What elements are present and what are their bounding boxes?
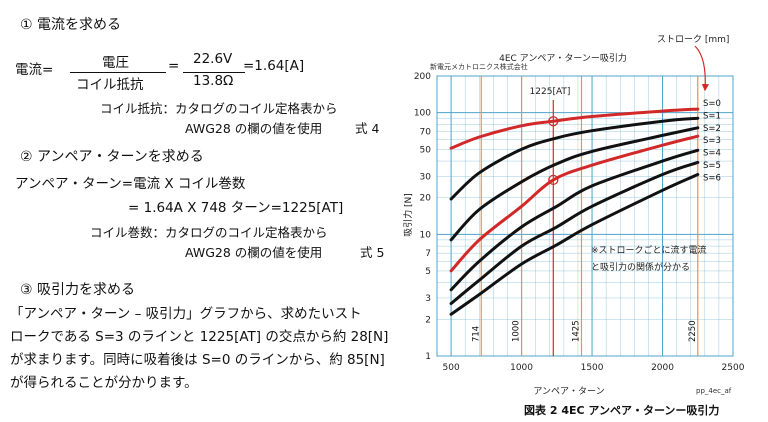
y-axis-label: 吸引力 [N] — [402, 193, 414, 237]
y-tick-label: 1 — [425, 352, 431, 362]
intersection-point — [548, 116, 559, 127]
fraction-bar — [70, 72, 166, 73]
x-tick-label: 2500 — [722, 363, 745, 373]
reference-line-label: 2250 — [688, 320, 698, 342]
chart-text: 4EC アンペア・ターンー吸引力 新電元メカトロニクス株式会社 ストローク [m… — [402, 34, 732, 417]
series-curve-s2 — [449, 126, 700, 242]
y-tick-label: 20 — [420, 194, 432, 204]
y-tick-label: 7 — [425, 249, 431, 259]
reference-line-label: 1000 — [512, 320, 522, 342]
x-tick-label: 1500 — [581, 363, 604, 373]
intersection-points — [548, 116, 559, 186]
paragraph-line-4: が得られることが分かります。 — [10, 375, 198, 391]
current-label: 電流= — [15, 62, 54, 78]
fraction-denominator-resistance: コイル抵抗 — [76, 77, 144, 93]
y-tick-label: 5 — [425, 267, 431, 277]
series-curve-s5 — [449, 160, 700, 305]
annotation-line-1: ※ストロークごとに流す電流 — [591, 244, 707, 256]
y-tick-label: 200 — [414, 72, 431, 82]
note2-line1: コイル巻数：カタログのコイル定格表から — [90, 225, 328, 240]
current-result: =1.64[A] — [243, 58, 305, 74]
series-label: S=3 — [703, 136, 721, 146]
reference-line-label: 1425 — [571, 320, 581, 342]
paragraph-line-2: ロークである S=3 のラインと 1225[AT] の交点から約 28[N] — [10, 329, 389, 345]
series-label: S=2 — [703, 124, 721, 134]
fraction-bar — [183, 72, 245, 73]
series-label: S=0 — [703, 99, 721, 109]
equals-sign: = — [168, 58, 180, 74]
step2-heading: ② アンペア・ターンを求める — [20, 149, 204, 165]
y-tick-label: 3 — [425, 294, 431, 304]
chart-maker: 新電元メカトロニクス株式会社 — [430, 62, 528, 71]
y-tick-label: 30 — [420, 172, 432, 182]
series-curve-s6 — [449, 173, 700, 316]
y-tick-label: 2 — [425, 315, 431, 325]
intersection-point — [548, 174, 559, 186]
reference-line-label: 714 — [471, 326, 481, 342]
annotation-line-2: と吸引力の関係が分かる — [591, 261, 690, 273]
equation-number-4: 式 4 — [355, 121, 380, 136]
x-axis-label: アンペア・ターン — [533, 386, 604, 397]
chart-file-id: pp_4ec_af — [696, 387, 732, 395]
x-tick-label: 2000 — [651, 363, 674, 373]
equation-number-5: 式 5 — [360, 245, 385, 260]
step1-heading: ① 電流を求める — [20, 17, 122, 33]
series-label: S=1 — [703, 111, 721, 121]
figure-caption: 図表 2 4EC アンペア・ターンー吸引力 — [524, 403, 719, 417]
stroke-arrow — [694, 45, 709, 92]
fraction-numerator-voltage: 電圧 — [102, 55, 129, 71]
paragraph-line-3: が求まります。同時に吸着後は S=0 のラインから、約 85[N] — [10, 352, 385, 368]
note1-line1: コイル抵抗：カタログのコイル定格表から — [100, 101, 338, 116]
ampere-turn-force-chart: 500 1000 1500 2000 2500 1 2 3 5 7 10 20 30 50 70 100 200… — [402, 34, 745, 417]
series-curve-s3 — [449, 134, 700, 273]
series-curve-s0 — [449, 107, 700, 150]
y-tick-label: 50 — [420, 145, 432, 155]
series-label: S=4 — [703, 149, 721, 159]
fraction-numerator-value: 22.6V — [193, 51, 233, 67]
ampere-turn-formula: アンペア・ターン=電流 X コイル巻数 — [15, 176, 246, 192]
fraction-denominator-value: 13.8Ω — [193, 73, 234, 89]
chart-title: 4EC アンペア・ターンー吸引力 — [499, 52, 627, 64]
series-label: S=5 — [703, 161, 721, 171]
x-tick-label: 500 — [443, 363, 460, 373]
paragraph-line-1: 「アンペア・ターン – 吸引力」グラフから、求めたいスト — [10, 306, 362, 322]
series-curve-s1 — [449, 116, 700, 201]
series-curve-s4 — [449, 148, 700, 292]
note2-line2: AWG28 の欄の値を使用 — [185, 245, 323, 260]
series-curves: S=0 S=1 S=2 S=3 S=4 S=5 S=6 — [449, 45, 721, 316]
x-tick-label: 1000 — [510, 363, 533, 373]
y-tick-label: 70 — [420, 127, 432, 137]
stroke-label: ストローク [mm] — [657, 34, 729, 45]
step3-heading: ③ 吸引力を求める — [20, 282, 136, 298]
y-tick-label: 100 — [414, 109, 431, 119]
ampere-turn-result: = 1.64A X 748 ターン=1225[AT] — [128, 200, 344, 216]
marker-line-label: 1225[AT] — [530, 87, 571, 97]
note1-line2: AWG28 の欄の値を使用 — [185, 121, 323, 136]
series-label: S=6 — [703, 173, 721, 183]
y-tick-label: 10 — [420, 230, 432, 240]
